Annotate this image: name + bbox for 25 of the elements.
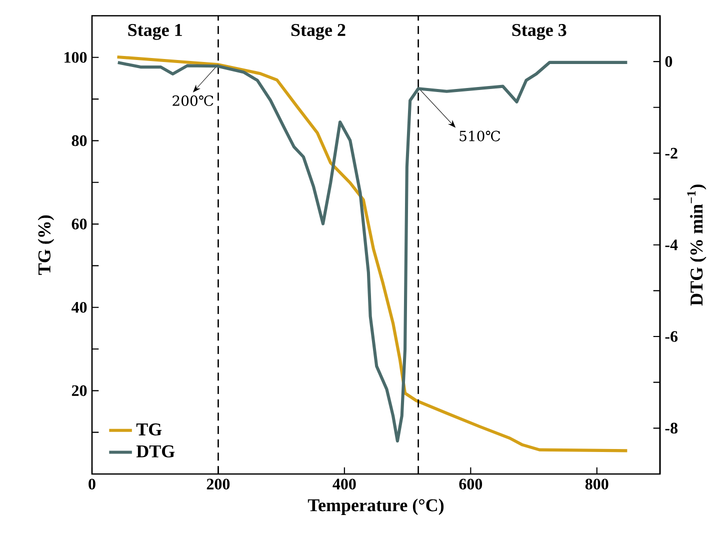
x-tick-label: 800 <box>585 478 608 490</box>
annotation: Stage 3 <box>512 24 566 40</box>
x-tick-label: 0 <box>88 478 96 490</box>
y2-tick-label: -8 <box>665 422 678 434</box>
x-axis-title: Temperature (°C) <box>308 498 444 515</box>
annotation: Stage 2 <box>291 24 346 40</box>
y-tick-label: 80 <box>72 135 87 146</box>
legend-label: TG <box>136 423 162 436</box>
legend-label: DTG <box>136 445 175 458</box>
y2-tick-label: -2 <box>665 148 678 159</box>
x-tick-label: 400 <box>332 478 356 490</box>
y2-tick-label: -6 <box>665 331 678 342</box>
y-tick-label: 100 <box>64 52 87 63</box>
y-tick-label: 40 <box>72 302 87 313</box>
y-tick-label: 60 <box>72 218 87 230</box>
x-tick-label: 600 <box>459 478 482 490</box>
annotation: Stage 1 <box>128 24 182 40</box>
x-tick-label: 200 <box>206 478 230 490</box>
y-tick-label: 20 <box>72 385 87 396</box>
y2-tick-label: 0 <box>665 56 672 67</box>
y-axis-title: TG (%) <box>38 215 54 275</box>
annotation: 510℃ <box>460 130 500 142</box>
y2-tick-label: -4 <box>665 240 678 250</box>
annotation: 200℃ <box>172 95 214 106</box>
y2-axis-title: DTG (% min$^{−1}$) <box>687 184 706 306</box>
